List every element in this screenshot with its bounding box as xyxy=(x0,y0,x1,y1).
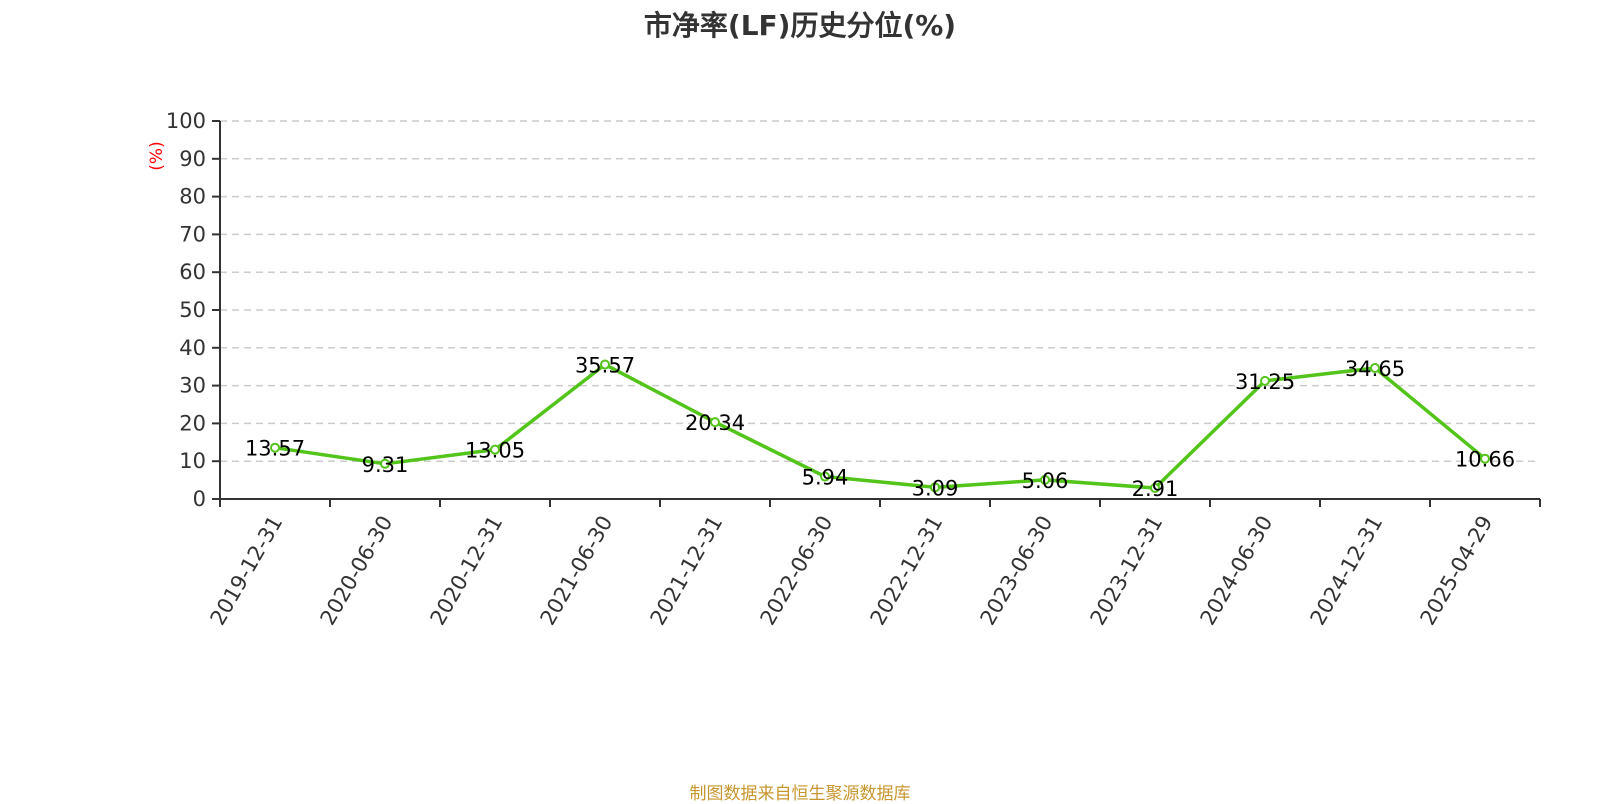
data-label: 31.25 xyxy=(1235,370,1295,394)
data-point xyxy=(930,482,940,493)
data-point xyxy=(1040,474,1050,485)
data-point xyxy=(270,442,280,453)
data-label: 3.09 xyxy=(912,476,959,500)
x-tick-label: 2021-12-31 xyxy=(646,512,728,630)
y-tick-labels: 0 10 20 30 40 50 60 70 80 90 100 xyxy=(166,109,206,511)
y-tick-label: 50 xyxy=(179,298,206,322)
x-tick-label: 2023-12-31 xyxy=(1086,512,1168,630)
data-point xyxy=(380,458,390,469)
x-tick-label: 2024-12-31 xyxy=(1306,512,1388,630)
data-point xyxy=(600,359,610,370)
y-tick-label: 80 xyxy=(179,185,206,209)
x-tick-label: 2025-04-29 xyxy=(1416,512,1498,630)
axes xyxy=(212,120,1541,507)
data-label: 34.65 xyxy=(1345,357,1405,381)
data-point xyxy=(490,444,500,455)
data-labels: 13.57 9.31 13.05 35.57 20.34 5.94 3.09 5.06 2.91… xyxy=(245,354,1515,501)
y-tick-label: 0 xyxy=(193,487,206,511)
y-axis-label: (%) xyxy=(147,141,167,170)
data-label: 13.05 xyxy=(465,439,525,463)
x-tick-label: 2022-06-30 xyxy=(756,512,838,630)
x-tick-label: 2019-12-31 xyxy=(206,512,288,630)
data-label: 35.57 xyxy=(575,354,635,378)
x-tick-label: 2020-06-30 xyxy=(316,512,398,630)
data-label: 9.31 xyxy=(362,453,409,477)
data-point xyxy=(1150,483,1160,494)
source-note: 制图数据来自恒生聚源数据库 xyxy=(689,784,911,804)
data-label: 13.57 xyxy=(245,437,305,461)
data-label: 2.91 xyxy=(1132,477,1179,501)
x-tick-label: 2023-06-30 xyxy=(976,512,1058,630)
series-polyline xyxy=(274,362,1487,490)
data-point xyxy=(710,417,720,428)
y-tick-label: 70 xyxy=(179,222,206,246)
chart-title: 市净率(LF)历史分位(%) xyxy=(643,9,957,42)
data-point xyxy=(1480,453,1490,464)
x-tick-labels: 2019-12-31 2020-06-30 2020-12-31 2021-06-30… xyxy=(206,512,1498,630)
y-tick-label: 10 xyxy=(179,449,206,473)
data-label: 5.06 xyxy=(1022,469,1069,493)
y-tick-label: 30 xyxy=(179,374,206,398)
series-line xyxy=(274,362,1487,490)
x-tick-label: 2022-12-31 xyxy=(866,512,948,630)
data-label: 10.66 xyxy=(1455,448,1515,472)
data-point xyxy=(1370,363,1380,374)
data-point xyxy=(820,471,830,482)
data-points xyxy=(270,359,1490,494)
data-label: 5.94 xyxy=(802,466,849,490)
data-label: 20.34 xyxy=(685,411,745,435)
x-tick-label: 2024-06-30 xyxy=(1196,512,1278,630)
x-tick-label: 2021-06-30 xyxy=(536,512,618,630)
y-tick-label: 40 xyxy=(179,336,206,360)
x-tick-label: 2020-12-31 xyxy=(426,512,508,630)
y-tick-label: 90 xyxy=(179,147,206,171)
grid-lines xyxy=(220,120,1540,462)
y-tick-label: 20 xyxy=(179,411,206,435)
y-tick-label: 100 xyxy=(166,109,206,133)
y-tick-label: 60 xyxy=(179,260,206,284)
data-point xyxy=(1260,375,1270,386)
